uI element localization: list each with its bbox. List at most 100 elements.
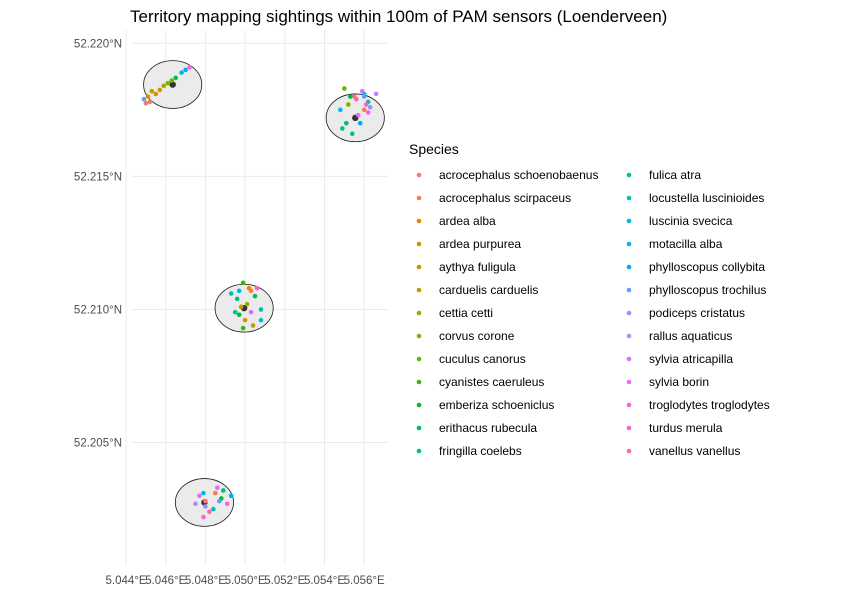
sighting-point [254,285,260,291]
legend-key [626,195,632,201]
sighting-point [201,514,206,520]
sighting-point [240,280,246,286]
chart-title: Territory mapping sightings within 100m … [130,7,667,26]
sensor-marker [169,81,176,88]
legend-item: rallus aquaticus [626,329,732,343]
legend-label: podiceps cristatus [649,306,745,320]
legend-item: cuculus canorus [416,352,526,366]
y-tick-label: 52.220°N [74,38,122,50]
legend-key [626,218,632,224]
sighting-point [228,291,234,296]
legend-item: cyanistes caeruleus [416,375,544,389]
sighting-point [143,100,149,106]
legend-item: phylloscopus collybita [626,260,765,274]
sighting-point [213,490,218,496]
x-axis-ticks: 5.044°E5.046°E5.048°E5.050°E5.052°E5.054… [106,575,386,587]
legend-label: ardea alba [439,214,496,228]
sighting-point [224,501,230,507]
legend-label: turdus merula [649,421,723,435]
sighting-point [258,317,264,323]
sighting-point [248,309,254,315]
legend-key [626,241,632,247]
legend: Species acrocephalus schoenobaenusacroce… [409,141,770,458]
legend-label: sylvia borin [649,375,709,389]
legend-label: cettia cetti [439,306,493,320]
legend-key [416,333,422,339]
legend-label: phylloscopus trochilus [649,283,766,297]
legend-label: cyanistes caeruleus [439,375,544,389]
sighting-point [157,87,163,93]
legend-item: corvus corone [416,329,515,343]
legend-label: sylvia atricapilla [649,352,733,366]
legend-label: acrocephalus schoenobaenus [439,168,598,182]
sighting-point [234,296,240,302]
sighting-point [147,99,153,105]
legend-item: vanellus vanellus [626,444,740,458]
legend-key [626,425,632,431]
sighting-point [179,70,184,75]
x-tick-label: 5.048°E [185,575,226,587]
legend-label: vanellus vanellus [649,444,740,458]
legend-item: carduelis carduelis [416,283,538,297]
legend-item: phylloscopus trochilus [626,283,766,297]
legend-key [626,379,632,385]
sighting-point [215,485,220,491]
sighting-point [250,323,256,328]
legend-label: emberiza schoeniclus [439,398,554,412]
x-tick-label: 5.052°E [264,575,305,587]
sighting-point [149,88,155,94]
legend-item: acrocephalus schoenobaenus [416,168,598,182]
legend-item: motacilla alba [626,237,723,251]
legend-key [626,264,632,270]
legend-key [626,172,632,178]
sighting-point [141,96,147,102]
legend-key [416,218,422,224]
legend-label: phylloscopus collybita [649,260,765,274]
legend-key [416,425,422,431]
sighting-point [342,86,347,91]
legend-item: sylvia atricapilla [626,352,733,366]
legend-label: locustella luscinioides [649,191,764,205]
legend-item: fulica atra [626,168,701,182]
legend-label: luscinia svecica [649,214,733,228]
sighting-point [363,102,369,107]
sightings [141,64,379,520]
sighting-point [359,88,365,94]
x-tick-label: 5.046°E [145,575,186,587]
sighting-point [203,498,208,504]
legend-label: erithacus rubecula [439,421,537,435]
sighting-point [217,498,222,504]
sighting-point [183,67,188,73]
legend-key [626,310,632,316]
x-tick-label: 5.056°E [344,575,385,587]
legend-item: ardea alba [416,214,496,228]
sighting-point [252,293,258,299]
legend-label: aythya fuligula [439,260,516,274]
sighting-point [367,104,373,110]
sighting-point [346,102,351,107]
legend-item: locustella luscinioides [626,191,764,205]
sighting-point [207,509,212,515]
legend-key [626,333,632,339]
legend-label: troglodytes troglodytes [649,398,770,412]
legend-key [416,448,422,454]
sighting-point [242,317,248,323]
sighting-point [340,126,345,131]
sighting-point [349,131,355,137]
legend-key [626,402,632,408]
sighting-point [338,107,343,113]
sighting-point [153,91,159,97]
legend-label: cuculus canorus [439,352,526,366]
sighting-point [201,490,206,496]
legend-key [416,172,422,178]
legend-item: troglodytes troglodytes [626,398,770,412]
sighting-point [220,488,226,493]
legend-item: sylvia borin [626,375,709,389]
legend-key [626,287,632,293]
sighting-point [173,75,178,81]
legend-key [416,310,422,316]
legend-label: motacilla alba [649,237,723,251]
legend-key [416,356,422,362]
legend-key [416,287,422,293]
